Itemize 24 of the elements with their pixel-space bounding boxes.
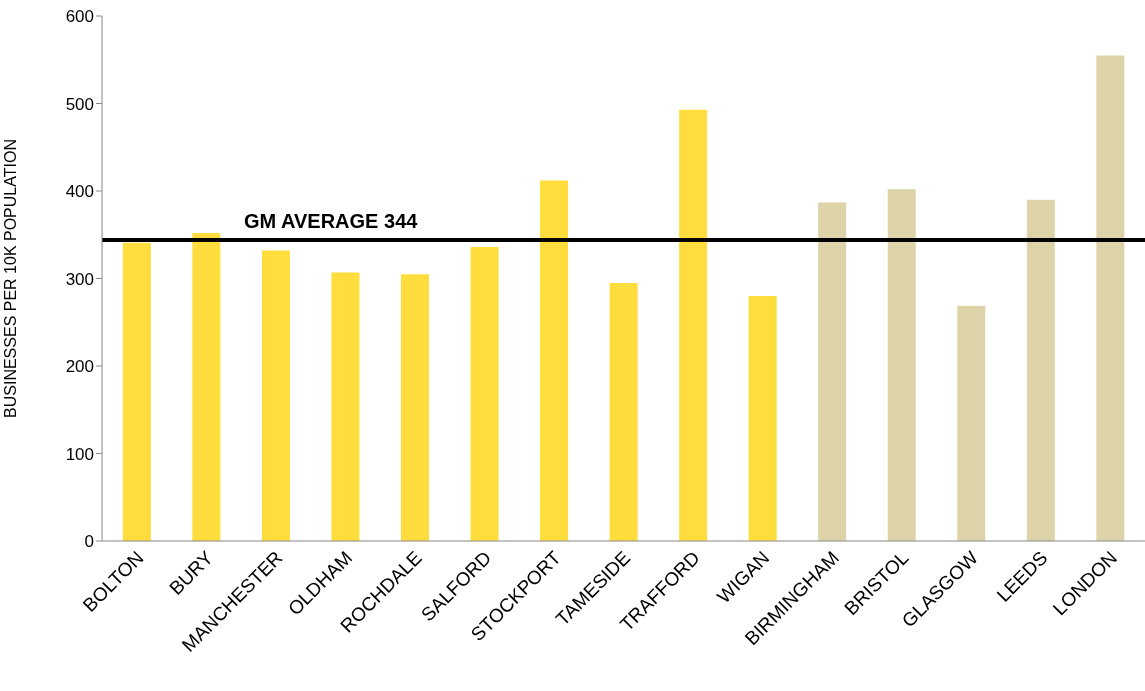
bar [400, 274, 429, 541]
y-tick-label: 600 [65, 7, 94, 27]
bar [748, 296, 777, 541]
bar [192, 233, 221, 541]
y-tick-label: 200 [65, 357, 94, 377]
y-tick-label: 300 [65, 269, 94, 289]
y-tick-label: 0 [84, 532, 94, 552]
bar [679, 109, 708, 541]
bar [887, 189, 916, 541]
y-tick-label: 400 [65, 182, 94, 202]
ref-line-label: GM AVERAGE 344 [244, 210, 419, 232]
bar [818, 202, 847, 541]
bar [957, 305, 986, 541]
bar [331, 272, 360, 541]
bar [1096, 55, 1125, 541]
y-tick-label: 500 [65, 94, 94, 114]
y-tick-label: 100 [65, 444, 94, 464]
bar [470, 247, 499, 541]
bar [609, 282, 638, 541]
bar [540, 180, 569, 541]
y-axis-title: BUSINESSES PER 10K POPULATION [1, 139, 19, 418]
bar [122, 242, 151, 541]
bar [1026, 199, 1055, 541]
bar [261, 250, 290, 541]
